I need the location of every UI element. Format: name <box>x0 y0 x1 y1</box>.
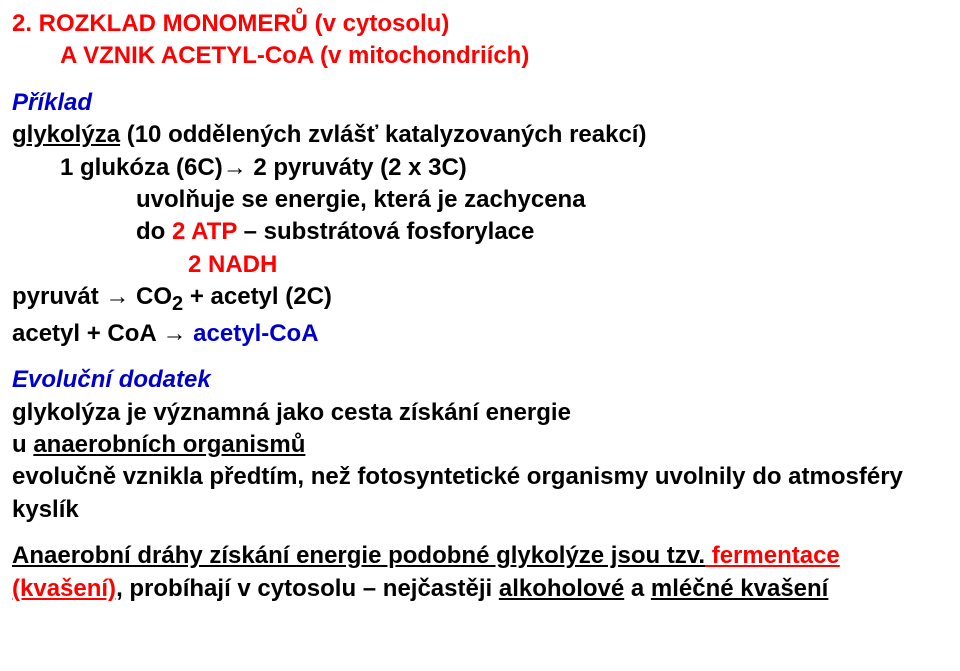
atp-red: 2 ATP <box>172 218 237 245</box>
pyruvate-tail: + acetyl (2C) <box>183 283 332 310</box>
anaerobni-line-1: Anaerobní dráhy získání energie podobné … <box>12 540 948 572</box>
spacer <box>12 73 948 87</box>
document-page: 2. ROZKLAD MONOMERŮ (v cytosolu) A VZNIK… <box>0 0 960 605</box>
glycolysis-desc: (10 oddělených zvlášť katalyzovaných rea… <box>120 121 646 148</box>
an2-mid: , probíhají v cytosolu – nejčastěji <box>116 575 499 602</box>
title-line-2: A VZNIK ACETYL-CoA (v mitochondriích) <box>60 40 948 72</box>
glucose-post: 2 pyruváty (2 x 3C) <box>247 154 467 181</box>
atp-pre: do <box>136 218 172 245</box>
title-line-1: 2. ROZKLAD MONOMERŮ (v cytosolu) <box>12 8 948 40</box>
glycolysis-title: glykolýza (10 oddělených zvlášť katalyzo… <box>12 119 948 151</box>
priklad-label: Příklad <box>12 87 948 119</box>
evo-line-3: evolučně vznikla předtím, než fotosyntet… <box>12 461 948 526</box>
acetyl-blue: acetyl-CoA <box>187 320 319 347</box>
atp-post: – substrátová fosforylace <box>237 218 534 245</box>
energy-line: uvolňuje se energie, která je zachycena <box>136 184 948 216</box>
glycolysis-word: glykolýza <box>12 121 120 148</box>
arrow-glyph: → <box>163 320 187 347</box>
pyruvate-co: CO <box>129 283 172 310</box>
anaerobni-line-2: (kvašení), probíhají v cytosolu – nejčas… <box>12 573 948 605</box>
an2-ul1: alkoholové <box>499 575 624 602</box>
an2-amp: a <box>624 575 651 602</box>
nadh-line: 2 NADH <box>188 249 948 281</box>
evo-line-1: glykolýza je významná jako cesta získání… <box>12 397 948 429</box>
atp-line: do 2 ATP – substrátová fosforylace <box>136 216 948 248</box>
an1-underline: Anaerobní dráhy získání energie podobné … <box>12 542 705 569</box>
an1-red: fermentace <box>705 542 840 569</box>
evo-line-2: u anaerobních organismů <box>12 429 948 461</box>
spacer <box>12 350 948 364</box>
arrow-glyph: → <box>223 154 247 181</box>
glucose-line: 1 glukóza (6C)→ 2 pyruváty (2 x 3C) <box>60 152 948 184</box>
evo2-pre: u <box>12 431 33 458</box>
pyruvate-pre: pyruvát <box>12 283 105 310</box>
an2-ul2: mléčné kvašení <box>651 575 828 602</box>
acetyl-pre: acetyl + CoA <box>12 320 163 347</box>
arrow-glyph: → <box>105 283 129 310</box>
an2-red: (kvašení) <box>12 575 116 602</box>
evo2-underline: anaerobních organismů <box>33 431 305 458</box>
pyruvate-sub: 2 <box>172 293 183 315</box>
acetyl-line: acetyl + CoA → acetyl-CoA <box>12 318 948 350</box>
evolucni-label: Evoluční dodatek <box>12 364 948 396</box>
glucose-pre: 1 glukóza (6C) <box>60 154 223 181</box>
spacer <box>12 526 948 540</box>
pyruvate-line: pyruvát → CO2 + acetyl (2C) <box>12 281 948 318</box>
